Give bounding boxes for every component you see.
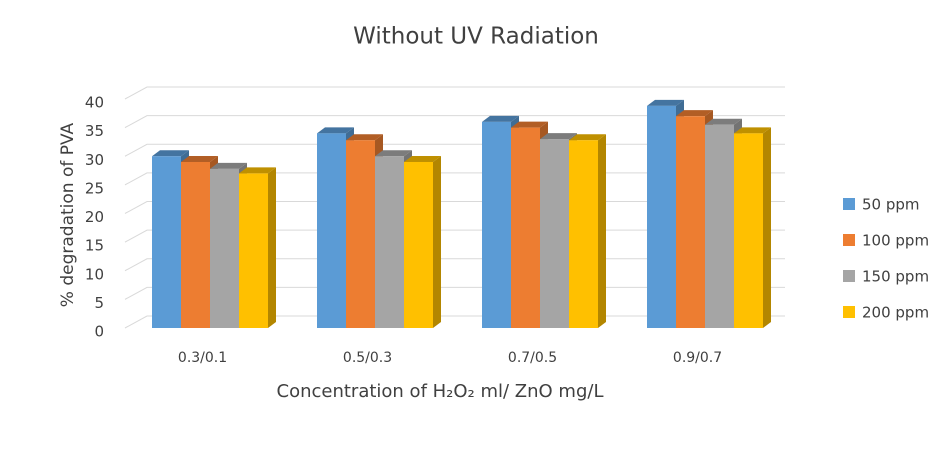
legend-label: 200 ppm <box>862 304 929 322</box>
grid-line <box>124 86 785 100</box>
bar-front <box>346 140 375 328</box>
legend-label: 100 ppm <box>862 232 929 250</box>
bar-top <box>375 150 412 157</box>
bar-side <box>433 155 441 328</box>
y-tick-label: 40 <box>85 94 104 112</box>
x-axis-label: Concentration of H₂O₂ ml/ ZnO mg/L <box>277 381 604 402</box>
bar-front <box>152 156 181 328</box>
bar-top <box>404 155 441 162</box>
y-tick-label: 30 <box>85 151 104 169</box>
bar-front <box>511 127 540 328</box>
bar-front <box>210 168 239 328</box>
bar-top <box>540 133 577 140</box>
y-tick-label: 25 <box>85 179 104 197</box>
y-tick-label: 15 <box>85 237 104 255</box>
bar-front <box>647 105 676 329</box>
legend-swatch <box>843 198 855 210</box>
bar-side <box>598 134 606 328</box>
bar <box>569 134 606 328</box>
bar <box>734 127 771 328</box>
y-tick-label: 20 <box>85 208 104 226</box>
bar-top <box>239 167 276 174</box>
bar-top <box>647 99 684 106</box>
legend-swatch <box>843 306 855 318</box>
chart-title: Without UV Radiation <box>353 24 599 50</box>
bar-front <box>482 121 511 329</box>
x-tick-label: 0.9/0.7 <box>673 350 722 366</box>
bar-side <box>268 167 276 328</box>
bar-top <box>210 162 247 169</box>
legend-swatch <box>843 270 855 282</box>
x-tick-label: 0.3/0.1 <box>178 350 227 366</box>
bar-front <box>705 124 734 328</box>
bar-front <box>181 161 210 328</box>
bar-top <box>705 118 742 125</box>
grid-line <box>124 115 785 129</box>
y-tick-label: 35 <box>85 122 104 140</box>
bar-front <box>540 139 569 328</box>
bar-front <box>239 173 268 328</box>
legend-label: 50 ppm <box>862 196 920 214</box>
legend-swatch <box>843 234 855 246</box>
y-tick-label: 0 <box>94 323 104 341</box>
bar-front <box>404 161 433 328</box>
bar-top <box>181 155 218 162</box>
x-tick-label: 0.7/0.5 <box>508 350 557 366</box>
bar-front <box>569 140 598 328</box>
bar-top <box>482 115 519 122</box>
bar-top <box>676 110 713 117</box>
bar-top <box>317 127 354 134</box>
bar-front <box>375 156 404 328</box>
bar-front <box>317 133 346 328</box>
bar <box>239 167 276 328</box>
bar-top <box>734 127 771 134</box>
bar-top <box>511 121 548 128</box>
bar <box>404 155 441 328</box>
legend-label: 150 ppm <box>862 268 929 286</box>
y-tick-label: 5 <box>94 294 104 312</box>
bar-top <box>152 150 189 157</box>
y-tick-label: 10 <box>85 265 104 283</box>
bar-front <box>734 133 763 328</box>
y-axis-label: % degradation of PVA <box>58 122 78 307</box>
bar-top <box>569 134 606 141</box>
x-tick-label: 0.5/0.3 <box>343 350 392 366</box>
bar-front <box>676 116 705 328</box>
bar-side <box>763 127 771 328</box>
bar-top <box>346 134 383 141</box>
